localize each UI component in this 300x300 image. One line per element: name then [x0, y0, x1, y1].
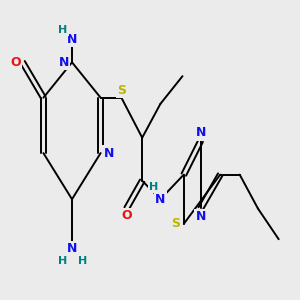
Text: N: N — [103, 147, 114, 160]
Text: O: O — [10, 56, 21, 69]
Text: O: O — [121, 209, 132, 222]
Text: N: N — [67, 33, 77, 46]
Text: N: N — [196, 126, 206, 139]
Text: N: N — [67, 242, 77, 255]
Text: H: H — [58, 25, 68, 35]
Text: H: H — [149, 182, 158, 192]
Text: H: H — [78, 256, 87, 266]
Text: S: S — [117, 84, 126, 97]
Text: N: N — [155, 193, 166, 206]
Text: N: N — [196, 210, 206, 223]
Text: N: N — [59, 56, 69, 69]
Text: H: H — [58, 256, 68, 266]
Text: S: S — [171, 217, 180, 230]
